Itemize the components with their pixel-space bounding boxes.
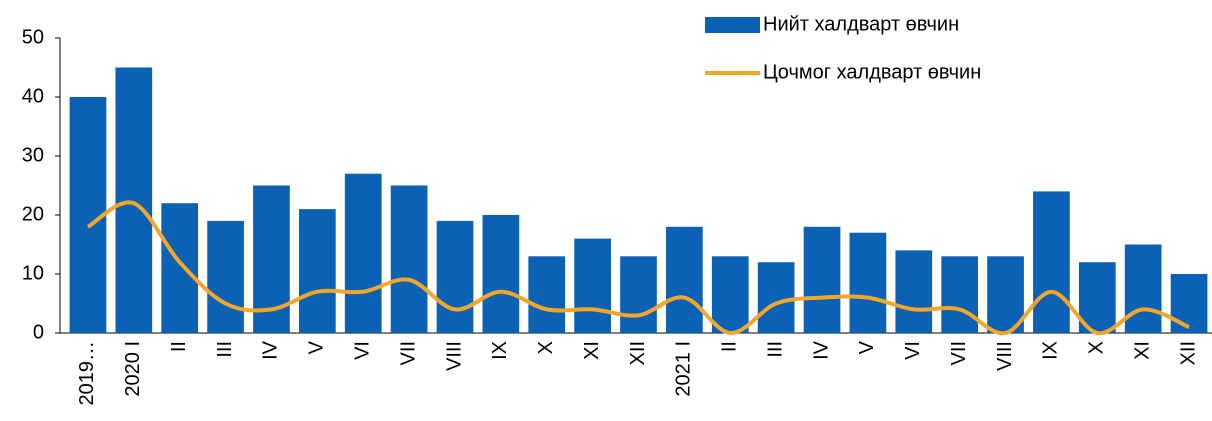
bar <box>115 67 153 333</box>
y-tick-label: 40 <box>22 85 44 107</box>
x-tick-label: X <box>535 341 557 354</box>
legend-label: Нийт халдварт өвчин <box>763 13 959 35</box>
x-tick-label: X <box>1086 341 1108 354</box>
bar <box>987 256 1024 333</box>
x-tick-label: VII <box>397 341 419 365</box>
x-tick-label: III <box>214 341 236 358</box>
x-tick-label: IX <box>489 341 511 360</box>
x-tick-label: IX <box>1040 341 1062 360</box>
x-tick-label: XI <box>1131 341 1153 360</box>
x-tick-label: V <box>306 340 328 354</box>
bar <box>390 185 428 333</box>
bar <box>941 256 979 333</box>
bar <box>1078 262 1116 333</box>
bar <box>574 238 611 333</box>
x-tick-label: V <box>856 340 878 354</box>
bar <box>344 173 382 333</box>
y-tick-label: 10 <box>22 262 44 284</box>
bar <box>895 250 933 333</box>
y-tick-label: 50 <box>22 26 44 48</box>
bar <box>298 209 336 333</box>
bar <box>161 203 199 333</box>
legend-label: Цочмог халдварт өвчин <box>763 61 981 83</box>
legend-swatch <box>705 17 760 33</box>
bar <box>757 262 795 333</box>
x-tick-label: XII <box>627 341 649 365</box>
x-tick-label: 2021 I <box>673 341 695 397</box>
bar <box>711 256 749 333</box>
bar <box>803 226 841 333</box>
x-tick-label: 2019… <box>76 341 98 406</box>
bar <box>849 232 887 333</box>
bar <box>528 256 566 333</box>
line <box>86 200 1190 336</box>
bar <box>1124 244 1162 333</box>
x-tick-label: III <box>764 341 786 358</box>
y-tick-label: 20 <box>22 203 44 225</box>
bar <box>620 256 657 333</box>
x-tick-label: II <box>719 341 741 352</box>
x-tick-label: II <box>168 341 190 352</box>
bar <box>666 226 703 333</box>
bar <box>482 215 520 333</box>
x-tick-label: VII <box>948 341 970 365</box>
x-tick-label: XII <box>1177 341 1199 365</box>
x-tick-label: VI <box>352 341 374 360</box>
bar <box>207 220 244 333</box>
x-tick-label: VI <box>902 341 924 360</box>
x-tick-label: XI <box>581 341 603 360</box>
x-tick-label: VIII <box>994 341 1016 371</box>
bar <box>1170 274 1208 333</box>
bar <box>1033 191 1070 333</box>
x-tick-label: 2020 I <box>122 341 144 397</box>
bar <box>436 220 474 333</box>
x-tick-label: IV <box>810 340 832 360</box>
x-tick-label: IV <box>260 340 282 360</box>
x-tick-label: VIII <box>443 341 465 371</box>
y-tick-label: 0 <box>33 321 44 343</box>
y-tick-label: 30 <box>22 144 44 166</box>
